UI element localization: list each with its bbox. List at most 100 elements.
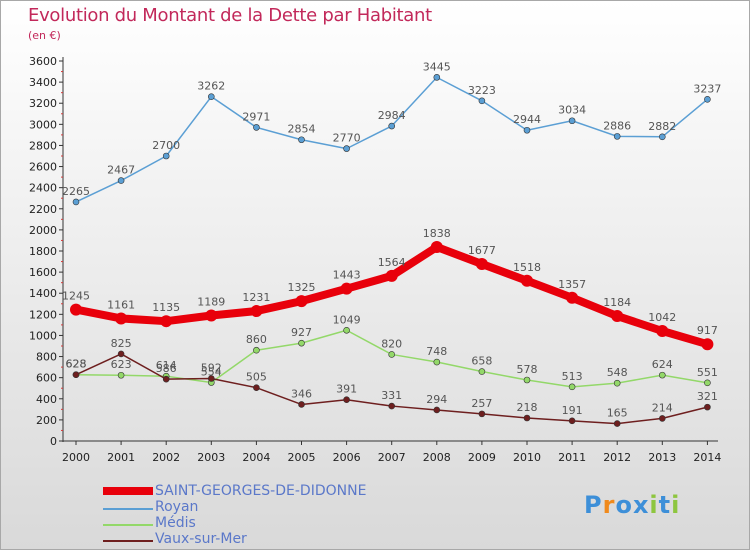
data-label-vaux-sur-mer: 191 (562, 404, 583, 417)
data-point-royan (433, 74, 441, 81)
data-label-royan: 2770 (333, 132, 361, 145)
x-tick-label: 2013 (648, 451, 676, 464)
x-tick-label: 2001 (107, 451, 135, 464)
data-point-saint-georges-de-didonne (115, 312, 128, 325)
data-point-saint-georges-de-didonne (475, 257, 488, 270)
data-point-saint-georges-de-didonne (70, 303, 82, 316)
data-point-saint-georges-de-didonne (340, 282, 353, 295)
data-point-m-dis (433, 358, 441, 366)
data-label-saint-georges-de-didonne: 1184 (603, 296, 631, 309)
data-point-saint-georges-de-didonne (205, 309, 218, 322)
x-tick-label: 2014 (693, 451, 721, 464)
x-tick-label: 2002 (152, 451, 180, 464)
y-tick-label: 2600 (29, 161, 57, 174)
data-point-saint-georges-de-didonne (430, 240, 443, 253)
data-point-royan (253, 124, 260, 131)
data-label-m-dis: 628 (66, 358, 87, 371)
data-point-saint-georges-de-didonne (160, 315, 173, 328)
x-tick-label: 2009 (468, 451, 496, 464)
data-label-m-dis: 927 (291, 326, 312, 339)
data-label-m-dis: 1049 (333, 313, 361, 326)
data-label-vaux-sur-mer: 321 (697, 390, 718, 403)
data-point-royan (208, 93, 215, 100)
data-point-m-dis (613, 379, 621, 387)
data-point-m-dis (298, 339, 305, 347)
legend-swatch-medis (103, 524, 153, 526)
data-label-vaux-sur-mer: 586 (156, 362, 177, 375)
x-tick-label: 2012 (603, 451, 631, 464)
data-label-m-dis: 548 (607, 366, 628, 379)
data-point-m-dis (117, 371, 125, 379)
y-tick-label: 0 (50, 435, 57, 448)
data-point-m-dis (478, 368, 486, 375)
legend-label-royan: Royan (155, 499, 199, 515)
data-label-royan: 2984 (378, 109, 406, 122)
data-point-royan (613, 133, 621, 140)
x-tick-label: 2003 (197, 451, 225, 464)
data-label-m-dis: 624 (652, 358, 673, 371)
x-tick-label: 2008 (423, 451, 451, 464)
data-label-m-dis: 748 (426, 345, 447, 358)
data-point-royan (388, 122, 396, 130)
legend-swatch-royan (103, 508, 153, 510)
data-point-vaux-sur-mer (613, 420, 621, 427)
logo-letter: r (602, 491, 616, 519)
data-point-saint-georges-de-didonne (566, 291, 579, 304)
data-label-m-dis: 551 (697, 366, 718, 379)
data-point-vaux-sur-mer (433, 406, 441, 414)
data-label-royan: 2467 (107, 164, 135, 177)
chart-title: Evolution du Montant de la Dette par Hab… (28, 5, 432, 26)
data-label-saint-georges-de-didonne: 917 (697, 324, 718, 337)
y-tick-label: 1200 (29, 308, 57, 321)
data-label-saint-georges-de-didonne: 1042 (648, 311, 676, 324)
data-point-m-dis (523, 376, 531, 384)
data-point-saint-georges-de-didonne (656, 325, 669, 338)
data-label-saint-georges-de-didonne: 1135 (152, 301, 180, 314)
y-tick-label: 800 (36, 351, 57, 364)
x-tick-label: 2004 (242, 451, 270, 464)
data-label-m-dis: 513 (562, 370, 583, 383)
data-point-vaux-sur-mer (298, 401, 305, 408)
data-point-vaux-sur-mer (568, 417, 576, 425)
data-label-vaux-sur-mer: 391 (336, 383, 357, 396)
data-label-saint-georges-de-didonne: 1161 (107, 298, 135, 311)
data-label-vaux-sur-mer: 592 (201, 362, 222, 375)
data-point-vaux-sur-mer (343, 396, 350, 404)
data-point-vaux-sur-mer (253, 384, 260, 391)
data-point-saint-georges-de-didonne (521, 274, 533, 287)
data-label-saint-georges-de-didonne: 1518 (513, 261, 541, 274)
data-label-saint-georges-de-didonne: 1325 (288, 281, 316, 294)
data-point-vaux-sur-mer (523, 414, 531, 422)
data-point-royan (117, 177, 125, 184)
legend-swatch-saint-georges (103, 487, 153, 495)
logo-letter: o (615, 491, 633, 519)
data-point-vaux-sur-mer (388, 402, 396, 410)
logo-letter: i (649, 491, 659, 519)
y-tick-label: 3000 (29, 118, 57, 131)
y-tick-label: 3200 (29, 97, 57, 110)
data-label-vaux-sur-mer: 214 (652, 401, 673, 414)
data-label-m-dis: 820 (381, 337, 402, 350)
logo-letter: i (671, 491, 681, 519)
legend-label-vaux: Vaux-sur-Mer (155, 531, 247, 547)
data-label-m-dis: 578 (517, 363, 538, 376)
data-point-m-dis (568, 383, 576, 391)
y-tick-label: 2400 (29, 182, 57, 195)
chart-subtitle: (en €) (28, 29, 61, 42)
data-label-saint-georges-de-didonne: 1564 (378, 256, 406, 269)
x-tick-label: 2005 (288, 451, 316, 464)
data-point-saint-georges-de-didonne (250, 305, 263, 318)
data-point-royan (704, 96, 711, 103)
data-label-m-dis: 658 (471, 355, 492, 368)
data-label-saint-georges-de-didonne: 1189 (197, 295, 225, 308)
data-point-m-dis (343, 326, 350, 334)
data-label-m-dis: 554 (201, 366, 222, 379)
data-label-royan: 3237 (693, 82, 721, 95)
data-label-vaux-sur-mer: 346 (291, 387, 312, 400)
data-point-m-dis (658, 371, 666, 379)
y-tick-label: 600 (36, 372, 57, 385)
data-label-saint-georges-de-didonne: 1677 (468, 244, 496, 257)
legend-label-medis: Médis (155, 515, 196, 531)
